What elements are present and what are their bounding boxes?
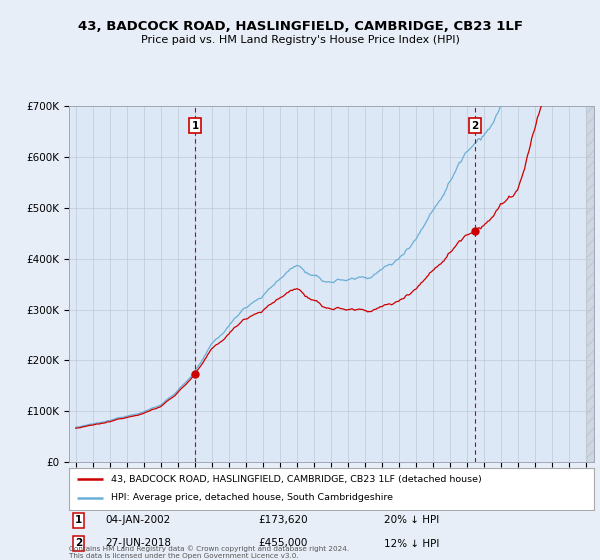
Text: 43, BADCOCK ROAD, HASLINGFIELD, CAMBRIDGE, CB23 1LF: 43, BADCOCK ROAD, HASLINGFIELD, CAMBRIDG… (77, 20, 523, 32)
Text: 12% ↓ HPI: 12% ↓ HPI (384, 539, 439, 548)
Text: 1: 1 (75, 515, 82, 525)
Text: £173,620: £173,620 (258, 515, 308, 525)
Text: 2: 2 (471, 120, 479, 130)
Text: 04-JAN-2002: 04-JAN-2002 (106, 515, 171, 525)
Text: HPI: Average price, detached house, South Cambridgeshire: HPI: Average price, detached house, Sout… (111, 493, 393, 502)
Bar (586, 106, 594, 462)
Text: 43, BADCOCK ROAD, HASLINGFIELD, CAMBRIDGE, CB23 1LF (detached house): 43, BADCOCK ROAD, HASLINGFIELD, CAMBRIDG… (111, 475, 482, 484)
Text: 20% ↓ HPI: 20% ↓ HPI (384, 515, 439, 525)
Text: 2: 2 (75, 539, 82, 548)
Text: 1: 1 (192, 120, 199, 130)
Text: 27-JUN-2018: 27-JUN-2018 (106, 539, 172, 548)
Text: £455,000: £455,000 (258, 539, 307, 548)
Text: Contains HM Land Registry data © Crown copyright and database right 2024.
This d: Contains HM Land Registry data © Crown c… (69, 545, 349, 559)
Text: Price paid vs. HM Land Registry's House Price Index (HPI): Price paid vs. HM Land Registry's House … (140, 35, 460, 45)
